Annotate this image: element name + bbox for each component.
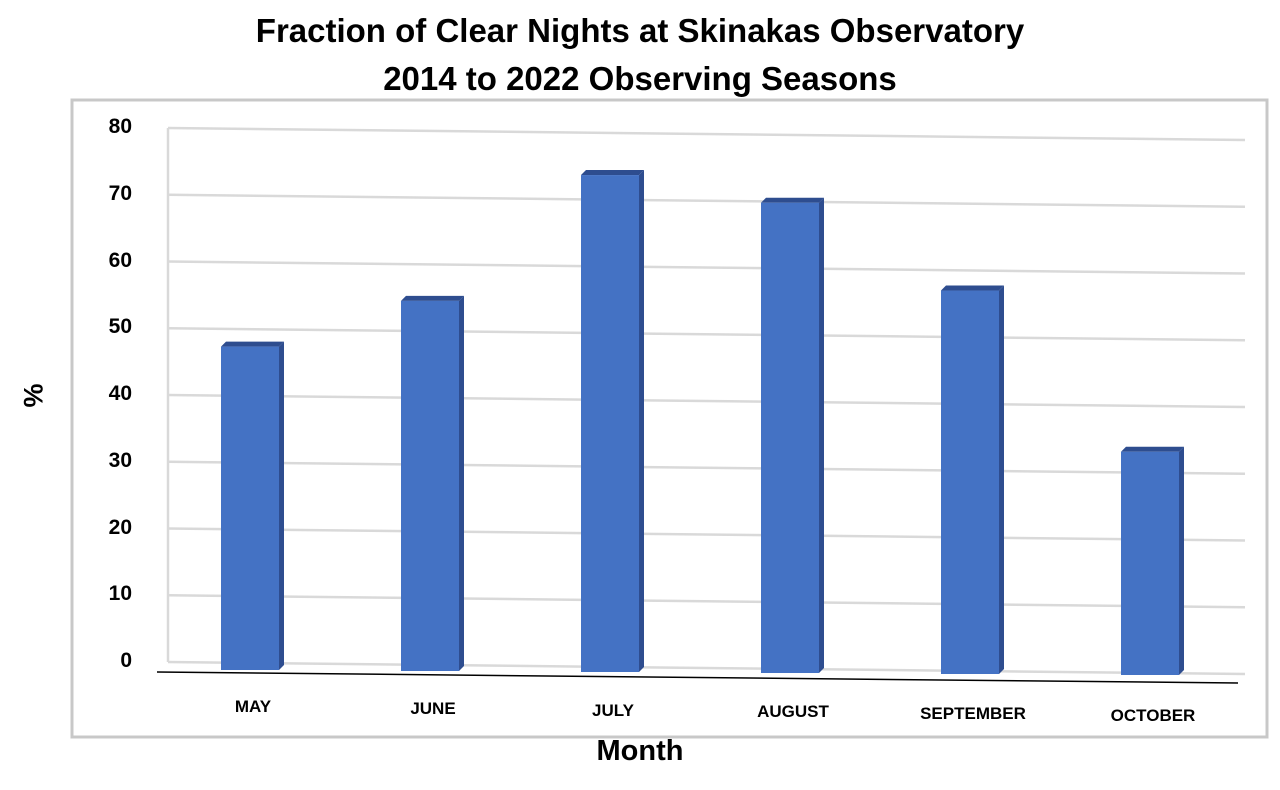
bar-may [221, 341, 284, 670]
x-tick-label: OCTOBER [1110, 706, 1196, 725]
bar-front [761, 202, 819, 673]
bar-side [459, 295, 464, 671]
bar-side [999, 285, 1004, 674]
bar-top [221, 341, 284, 347]
bar-july [581, 170, 644, 673]
bar-front [581, 175, 639, 673]
y-tick-label: 60 [108, 248, 132, 272]
bar-top [1121, 446, 1184, 452]
y-tick-label: 20 [108, 515, 132, 539]
x-tick-label: JULY [592, 700, 634, 720]
bar-august [761, 197, 824, 673]
x-tick-label: JUNE [410, 698, 456, 718]
bar-side [639, 170, 644, 673]
gridline-40 [167, 393, 1246, 409]
gridline-0 [167, 660, 1246, 676]
gridline-80 [167, 126, 1246, 142]
gridline-10 [167, 594, 1246, 609]
gridline-70 [167, 193, 1246, 208]
bar-october [1121, 446, 1184, 675]
x-tick-label: AUGUST [757, 702, 829, 722]
y-axis-label: % [18, 383, 49, 408]
y-tick-label: 70 [108, 181, 132, 205]
bar-june [401, 295, 464, 671]
gridline-60 [167, 260, 1246, 275]
y-tick-label: 30 [108, 448, 132, 472]
bars [221, 170, 1184, 675]
bar-front [401, 300, 459, 671]
bar-september [941, 285, 1004, 674]
y-tick-label: 10 [108, 582, 132, 606]
x-tick-label: MAY [234, 697, 272, 716]
x-axis-line [156, 671, 1239, 684]
bar-front [941, 290, 999, 674]
grid-lines [166, 126, 1246, 676]
y-tick-label: 50 [108, 315, 132, 339]
gridline-20 [167, 527, 1246, 542]
bar-side [1179, 446, 1184, 675]
chart-title-line-2: 2014 to 2022 Observing Seasons [383, 60, 897, 97]
bar-front [1121, 451, 1179, 675]
chart-title-line-1: Fraction of Clear Nights at Skinakas Obs… [255, 12, 1025, 49]
bar-top [941, 285, 1004, 291]
x-tick-label: SEPTEMBER [920, 704, 1026, 724]
x-axis-label: Month [596, 735, 684, 767]
y-tick-label: 80 [108, 115, 132, 138]
bar-top [761, 197, 824, 203]
bar-top [581, 170, 644, 176]
gridline-50 [167, 327, 1246, 342]
bar-side [279, 341, 284, 670]
bar-top [401, 295, 464, 301]
bar-side [819, 197, 824, 673]
y-tick-label: 40 [108, 382, 132, 405]
bar-front [221, 346, 279, 670]
y-tick-label: 0 [120, 649, 132, 672]
gridline-30 [167, 460, 1246, 475]
